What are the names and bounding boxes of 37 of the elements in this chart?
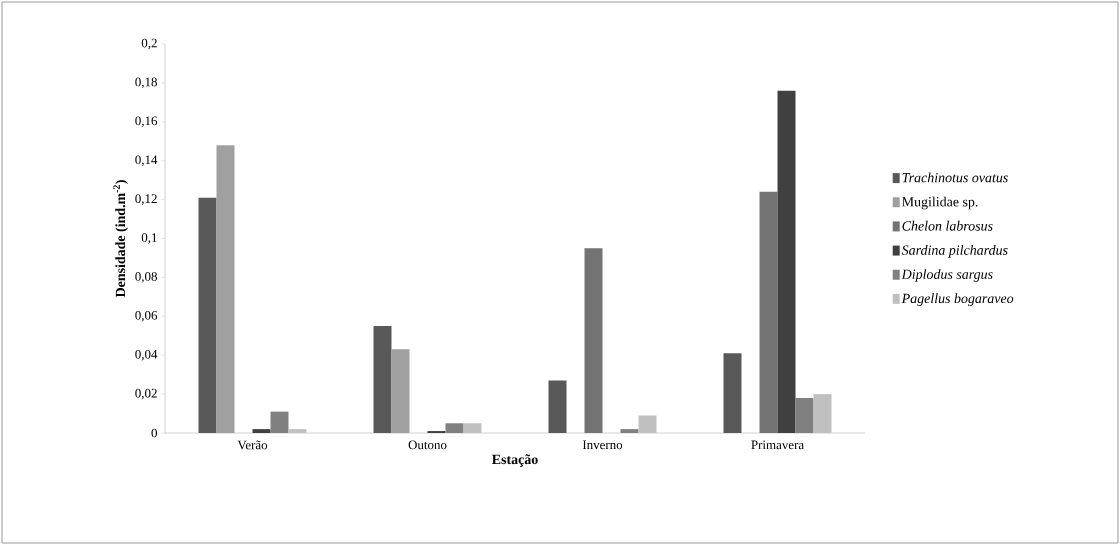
y-tick-label: 0,18 [135,77,157,89]
y-tick-label: 0 [151,428,157,438]
bar [759,191,778,433]
bar [777,90,796,433]
x-tick-label: Outono [408,440,447,450]
bar [198,197,217,433]
y-tick-label: 0,1 [141,233,157,244]
y-tick-label: 0,12 [135,194,157,205]
bar [638,415,657,433]
bar [391,349,410,433]
y-tick-label: 0,02 [135,388,157,400]
bar [463,423,482,433]
legend-label: Mugilidae sp. [902,196,978,210]
bar [584,248,603,433]
bar [288,429,307,433]
bar [252,429,271,433]
bar [373,326,392,433]
x-axis-title: Estação [492,454,538,467]
legend-label: Chelon labrosus [902,220,993,231]
y-tick-label: 0,06 [135,311,158,322]
y-tick-label: 0,08 [135,272,157,283]
x-tick-label: Primavera [751,440,804,450]
bar [813,394,832,433]
y-axis-title: Densidade (ind.m$^{-2}$) [113,180,128,298]
legend-label: Pagellus bogaraveo [901,293,1014,306]
y-tick-label: 0,14 [135,155,158,167]
bar [723,353,742,433]
legend-label: Sardina pilchardus [901,244,1008,258]
legend-label: Trachinotus ovatus [902,172,1008,183]
x-tick-label: Inverno [582,440,623,450]
y-tick-label: 0,2 [141,38,157,50]
bar [216,145,235,433]
bar [548,380,567,433]
y-tick-label: 0,16 [135,116,158,128]
legend-label: Diplodus sargus [901,269,993,282]
y-tick-label: 0,04 [135,349,158,361]
x-tick-label: Verão [237,440,268,450]
